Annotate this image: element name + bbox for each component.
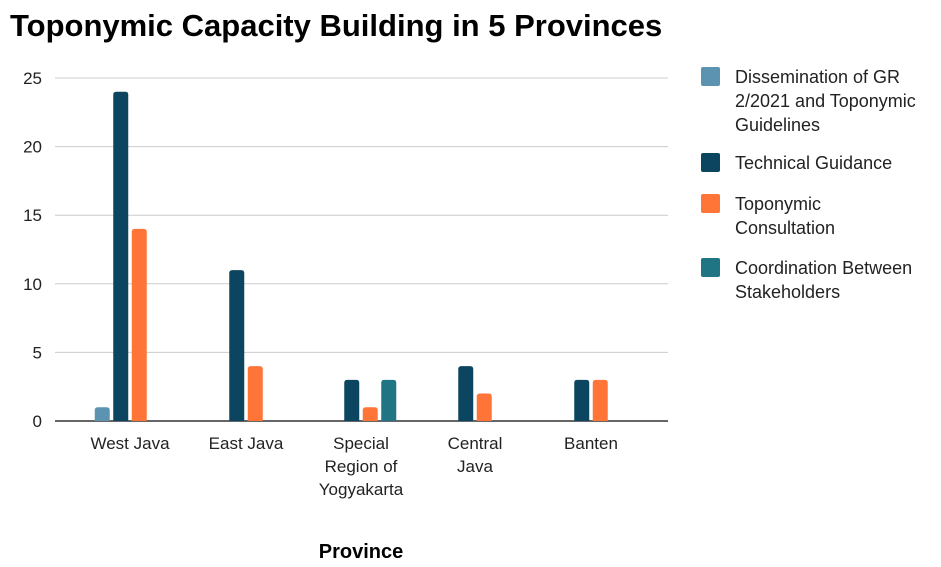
bars-layer xyxy=(94,91,608,421)
bar xyxy=(131,228,147,421)
x-tick-label: Banten xyxy=(564,434,618,453)
bar xyxy=(113,91,129,421)
x-tick-label: West Java xyxy=(90,434,170,453)
y-axis-ticks: 0 5 10 15 20 25 xyxy=(23,69,42,431)
bar xyxy=(362,407,378,421)
y-tick-label: 5 xyxy=(33,343,42,362)
y-tick-label: 0 xyxy=(33,412,42,431)
x-axis-ticks: West Java East Java Special Region of Yogyak… xyxy=(90,434,617,499)
x-tick-label: East Java xyxy=(209,434,284,453)
legend-label: Coordination Between Stakeholders xyxy=(735,258,912,302)
bar xyxy=(344,379,360,421)
grid-layer xyxy=(55,77,668,422)
legend: Dissemination of GR 2/2021 and Toponymic G… xyxy=(701,67,916,302)
bar xyxy=(574,379,590,421)
bar xyxy=(476,393,492,421)
bar xyxy=(229,270,245,421)
x-tick-label: Special Region of Yogyakarta xyxy=(319,434,404,499)
chart-title: Toponymic Capacity Building in 5 Provinc… xyxy=(10,8,662,43)
y-tick-label: 25 xyxy=(23,69,42,88)
legend-label: Dissemination of GR 2/2021 and Toponymic G… xyxy=(735,67,916,135)
legend-swatch xyxy=(701,153,720,172)
bar xyxy=(458,366,474,421)
bar xyxy=(592,379,608,421)
legend-label: Technical Guidance xyxy=(735,153,892,173)
x-axis-title: Province xyxy=(319,541,403,562)
y-tick-label: 10 xyxy=(23,275,42,294)
bar xyxy=(381,379,397,421)
legend-swatch xyxy=(701,258,720,277)
bar xyxy=(247,366,263,421)
legend-label: Toponymic Consultation xyxy=(735,194,835,238)
bar xyxy=(94,407,110,421)
y-tick-label: 20 xyxy=(23,138,42,157)
x-tick-label: Central Java xyxy=(448,434,503,476)
y-tick-label: 15 xyxy=(23,206,42,225)
legend-swatch xyxy=(701,67,720,86)
legend-swatch xyxy=(701,194,720,213)
